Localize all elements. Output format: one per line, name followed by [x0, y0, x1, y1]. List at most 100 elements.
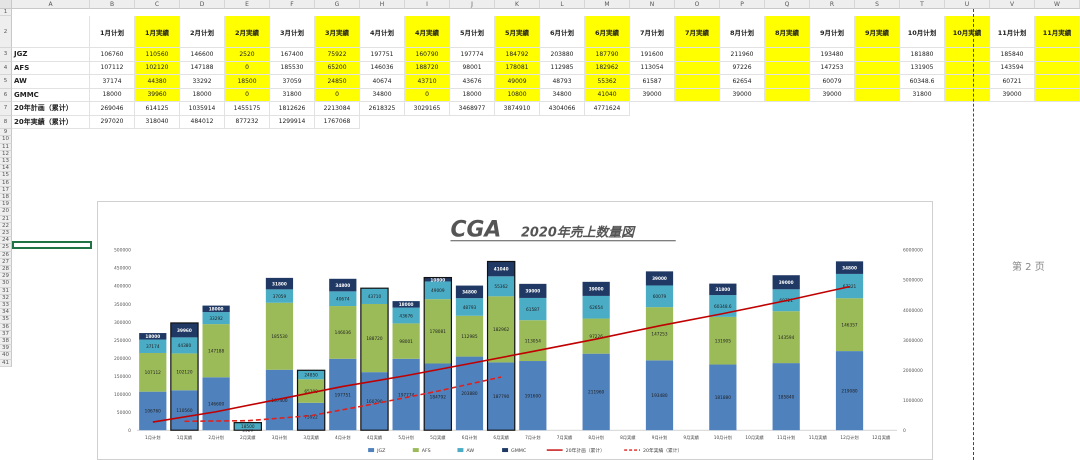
row-header[interactable]: 7 [0, 102, 12, 116]
row-header[interactable]: 8 [0, 115, 12, 130]
value-cell[interactable] [675, 61, 720, 76]
row-header[interactable]: 21 [0, 215, 12, 223]
value-cell[interactable]: 40674 [360, 75, 405, 89]
row-label-cell[interactable]: AW [12, 75, 90, 89]
row-header[interactable]: 25 [0, 244, 12, 252]
value-cell[interactable]: 37174 [90, 75, 135, 89]
value-cell[interactable] [675, 48, 720, 62]
value-cell[interactable]: 97226 [720, 61, 765, 76]
value-cell[interactable]: 39000 [720, 88, 765, 103]
column-header[interactable]: Q [765, 0, 810, 9]
value-cell[interactable] [765, 48, 810, 62]
value-cell[interactable]: 614125 [135, 102, 180, 116]
month-header-cell[interactable]: 1月実績 [135, 16, 180, 49]
value-cell[interactable]: 60079 [810, 75, 855, 89]
value-cell[interactable]: 39000 [810, 88, 855, 103]
value-cell[interactable]: 182962 [585, 61, 630, 76]
value-cell[interactable]: 62654 [720, 75, 765, 89]
value-cell[interactable]: 318040 [135, 115, 180, 130]
value-cell[interactable] [765, 61, 810, 76]
column-header[interactable]: G [315, 0, 360, 9]
month-header-cell[interactable]: 5月计划 [450, 16, 495, 49]
month-header-cell[interactable]: 4月実績 [405, 16, 450, 49]
row-header[interactable]: 39 [0, 345, 12, 353]
sales-chart[interactable]: CGA 2020年売上数量図 0 50000 100000 150000 200000 250… [97, 201, 933, 460]
column-header[interactable]: E [225, 0, 270, 9]
row-label-cell[interactable]: AFS [12, 61, 90, 76]
value-cell[interactable] [855, 75, 900, 89]
value-cell[interactable] [945, 88, 990, 103]
value-cell[interactable]: 65200 [315, 61, 360, 76]
month-header-cell[interactable]: 6月计划 [540, 16, 585, 49]
value-cell[interactable]: 184792 [495, 48, 540, 62]
month-header-cell[interactable]: 3月実績 [315, 16, 360, 49]
value-cell[interactable]: 160790 [405, 48, 450, 62]
value-cell[interactable]: 297020 [90, 115, 135, 130]
value-cell[interactable]: 48793 [540, 75, 585, 89]
value-cell[interactable]: 1812626 [270, 102, 315, 116]
month-header-cell[interactable]: 9月计划 [810, 16, 855, 49]
value-cell[interactable]: 167400 [270, 48, 315, 62]
value-cell[interactable]: 75922 [315, 48, 360, 62]
month-header-cell[interactable]: 11月计划 [990, 16, 1035, 49]
column-header[interactable]: T [900, 0, 945, 9]
value-cell[interactable]: 143594 [990, 61, 1035, 76]
column-header[interactable]: F [270, 0, 315, 9]
value-cell[interactable] [765, 88, 810, 103]
value-cell[interactable]: 0 [405, 88, 450, 103]
value-cell[interactable]: 877232 [225, 115, 270, 130]
column-header[interactable]: M [585, 0, 630, 9]
row-header[interactable]: 32 [0, 294, 12, 302]
value-cell[interactable]: 1455175 [225, 102, 270, 116]
row-label-cell[interactable]: 20年実績（累计） [12, 115, 90, 130]
month-header-cell[interactable]: 4月计划 [360, 16, 405, 49]
value-cell[interactable]: 185840 [990, 48, 1035, 62]
row-header[interactable]: 13 [0, 158, 12, 166]
value-cell[interactable]: 34800 [360, 88, 405, 103]
value-cell[interactable]: 18000 [450, 88, 495, 103]
value-cell[interactable]: 2520 [225, 48, 270, 62]
value-cell[interactable] [945, 61, 990, 76]
value-cell[interactable]: 188720 [405, 61, 450, 76]
row-header[interactable]: 12 [0, 150, 12, 158]
value-cell[interactable] [765, 75, 810, 89]
row-header[interactable]: 20 [0, 208, 12, 216]
value-cell[interactable]: 269046 [90, 102, 135, 116]
value-cell[interactable]: 107112 [90, 61, 135, 76]
value-cell[interactable] [1035, 61, 1080, 76]
column-header[interactable]: S [855, 0, 900, 9]
column-header[interactable]: P [720, 0, 765, 9]
value-cell[interactable]: 1299914 [270, 115, 315, 130]
value-cell[interactable]: 98001 [450, 61, 495, 76]
value-cell[interactable]: 55362 [585, 75, 630, 89]
value-cell[interactable]: 37059 [270, 75, 315, 89]
row-header[interactable]: 2 [0, 16, 12, 49]
value-cell[interactable]: 49009 [495, 75, 540, 89]
value-cell[interactable]: 61587 [630, 75, 675, 89]
row-label-cell[interactable]: JGZ [12, 48, 90, 62]
row-header[interactable]: 17 [0, 186, 12, 194]
row-header[interactable]: 33 [0, 302, 12, 310]
month-header-cell[interactable]: 2月计划 [180, 16, 225, 49]
month-header-cell[interactable]: 1月计划 [90, 16, 135, 49]
column-header[interactable]: C [135, 0, 180, 9]
row-header[interactable]: 37 [0, 330, 12, 338]
column-header[interactable]: N [630, 0, 675, 9]
value-cell[interactable]: 197774 [450, 48, 495, 62]
month-header-cell[interactable]: 10月実績 [945, 16, 990, 49]
value-cell[interactable]: 43710 [405, 75, 450, 89]
value-cell[interactable]: 1767068 [315, 115, 360, 130]
value-cell[interactable]: 4304066 [540, 102, 585, 116]
row-header[interactable]: 26 [0, 251, 12, 259]
value-cell[interactable]: 41040 [585, 88, 630, 103]
value-cell[interactable]: 31800 [270, 88, 315, 103]
column-header[interactable]: D [180, 0, 225, 9]
value-cell[interactable]: 33292 [180, 75, 225, 89]
value-cell[interactable]: 191600 [630, 48, 675, 62]
row-header[interactable]: 22 [0, 222, 12, 230]
row-header[interactable]: 16 [0, 179, 12, 187]
row-header[interactable]: 40 [0, 352, 12, 360]
row-header[interactable]: 10 [0, 136, 12, 144]
column-header[interactable]: A [12, 0, 90, 9]
value-cell[interactable]: 197751 [360, 48, 405, 62]
